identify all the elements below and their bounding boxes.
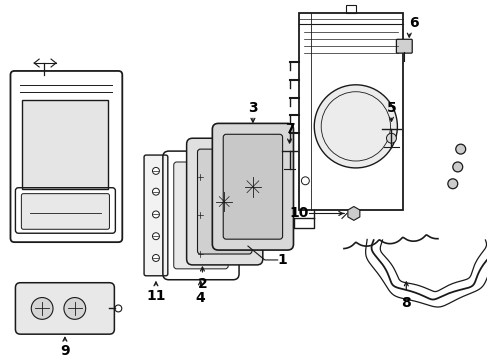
- Circle shape: [152, 167, 159, 174]
- FancyBboxPatch shape: [15, 283, 114, 334]
- Text: 2: 2: [197, 277, 207, 291]
- Circle shape: [453, 162, 463, 172]
- FancyBboxPatch shape: [212, 123, 294, 250]
- Circle shape: [387, 133, 396, 143]
- Circle shape: [196, 249, 205, 259]
- Circle shape: [196, 211, 205, 220]
- Circle shape: [152, 233, 159, 240]
- Text: 6: 6: [410, 17, 419, 31]
- FancyBboxPatch shape: [197, 149, 252, 254]
- Bar: [23, 100, 108, 189]
- Bar: [346, 5, 356, 13]
- Text: 1: 1: [278, 253, 288, 267]
- Text: 10: 10: [290, 206, 309, 220]
- Text: 9: 9: [60, 344, 70, 358]
- Bar: [299, 13, 403, 211]
- FancyBboxPatch shape: [223, 134, 283, 239]
- FancyBboxPatch shape: [22, 194, 109, 229]
- FancyBboxPatch shape: [396, 39, 412, 53]
- Circle shape: [152, 255, 159, 261]
- Text: 4: 4: [196, 291, 205, 305]
- FancyBboxPatch shape: [174, 162, 228, 269]
- Circle shape: [448, 179, 458, 189]
- FancyBboxPatch shape: [187, 138, 263, 265]
- Circle shape: [456, 144, 466, 154]
- Circle shape: [64, 298, 86, 319]
- FancyBboxPatch shape: [144, 155, 168, 276]
- Text: 3: 3: [248, 100, 258, 114]
- Text: 7: 7: [285, 122, 294, 136]
- Text: 11: 11: [146, 289, 166, 302]
- Text: 8: 8: [401, 296, 411, 310]
- Circle shape: [314, 85, 397, 168]
- Circle shape: [152, 188, 159, 195]
- Circle shape: [196, 172, 205, 182]
- Circle shape: [31, 298, 53, 319]
- Circle shape: [152, 211, 159, 218]
- Text: 5: 5: [387, 100, 396, 114]
